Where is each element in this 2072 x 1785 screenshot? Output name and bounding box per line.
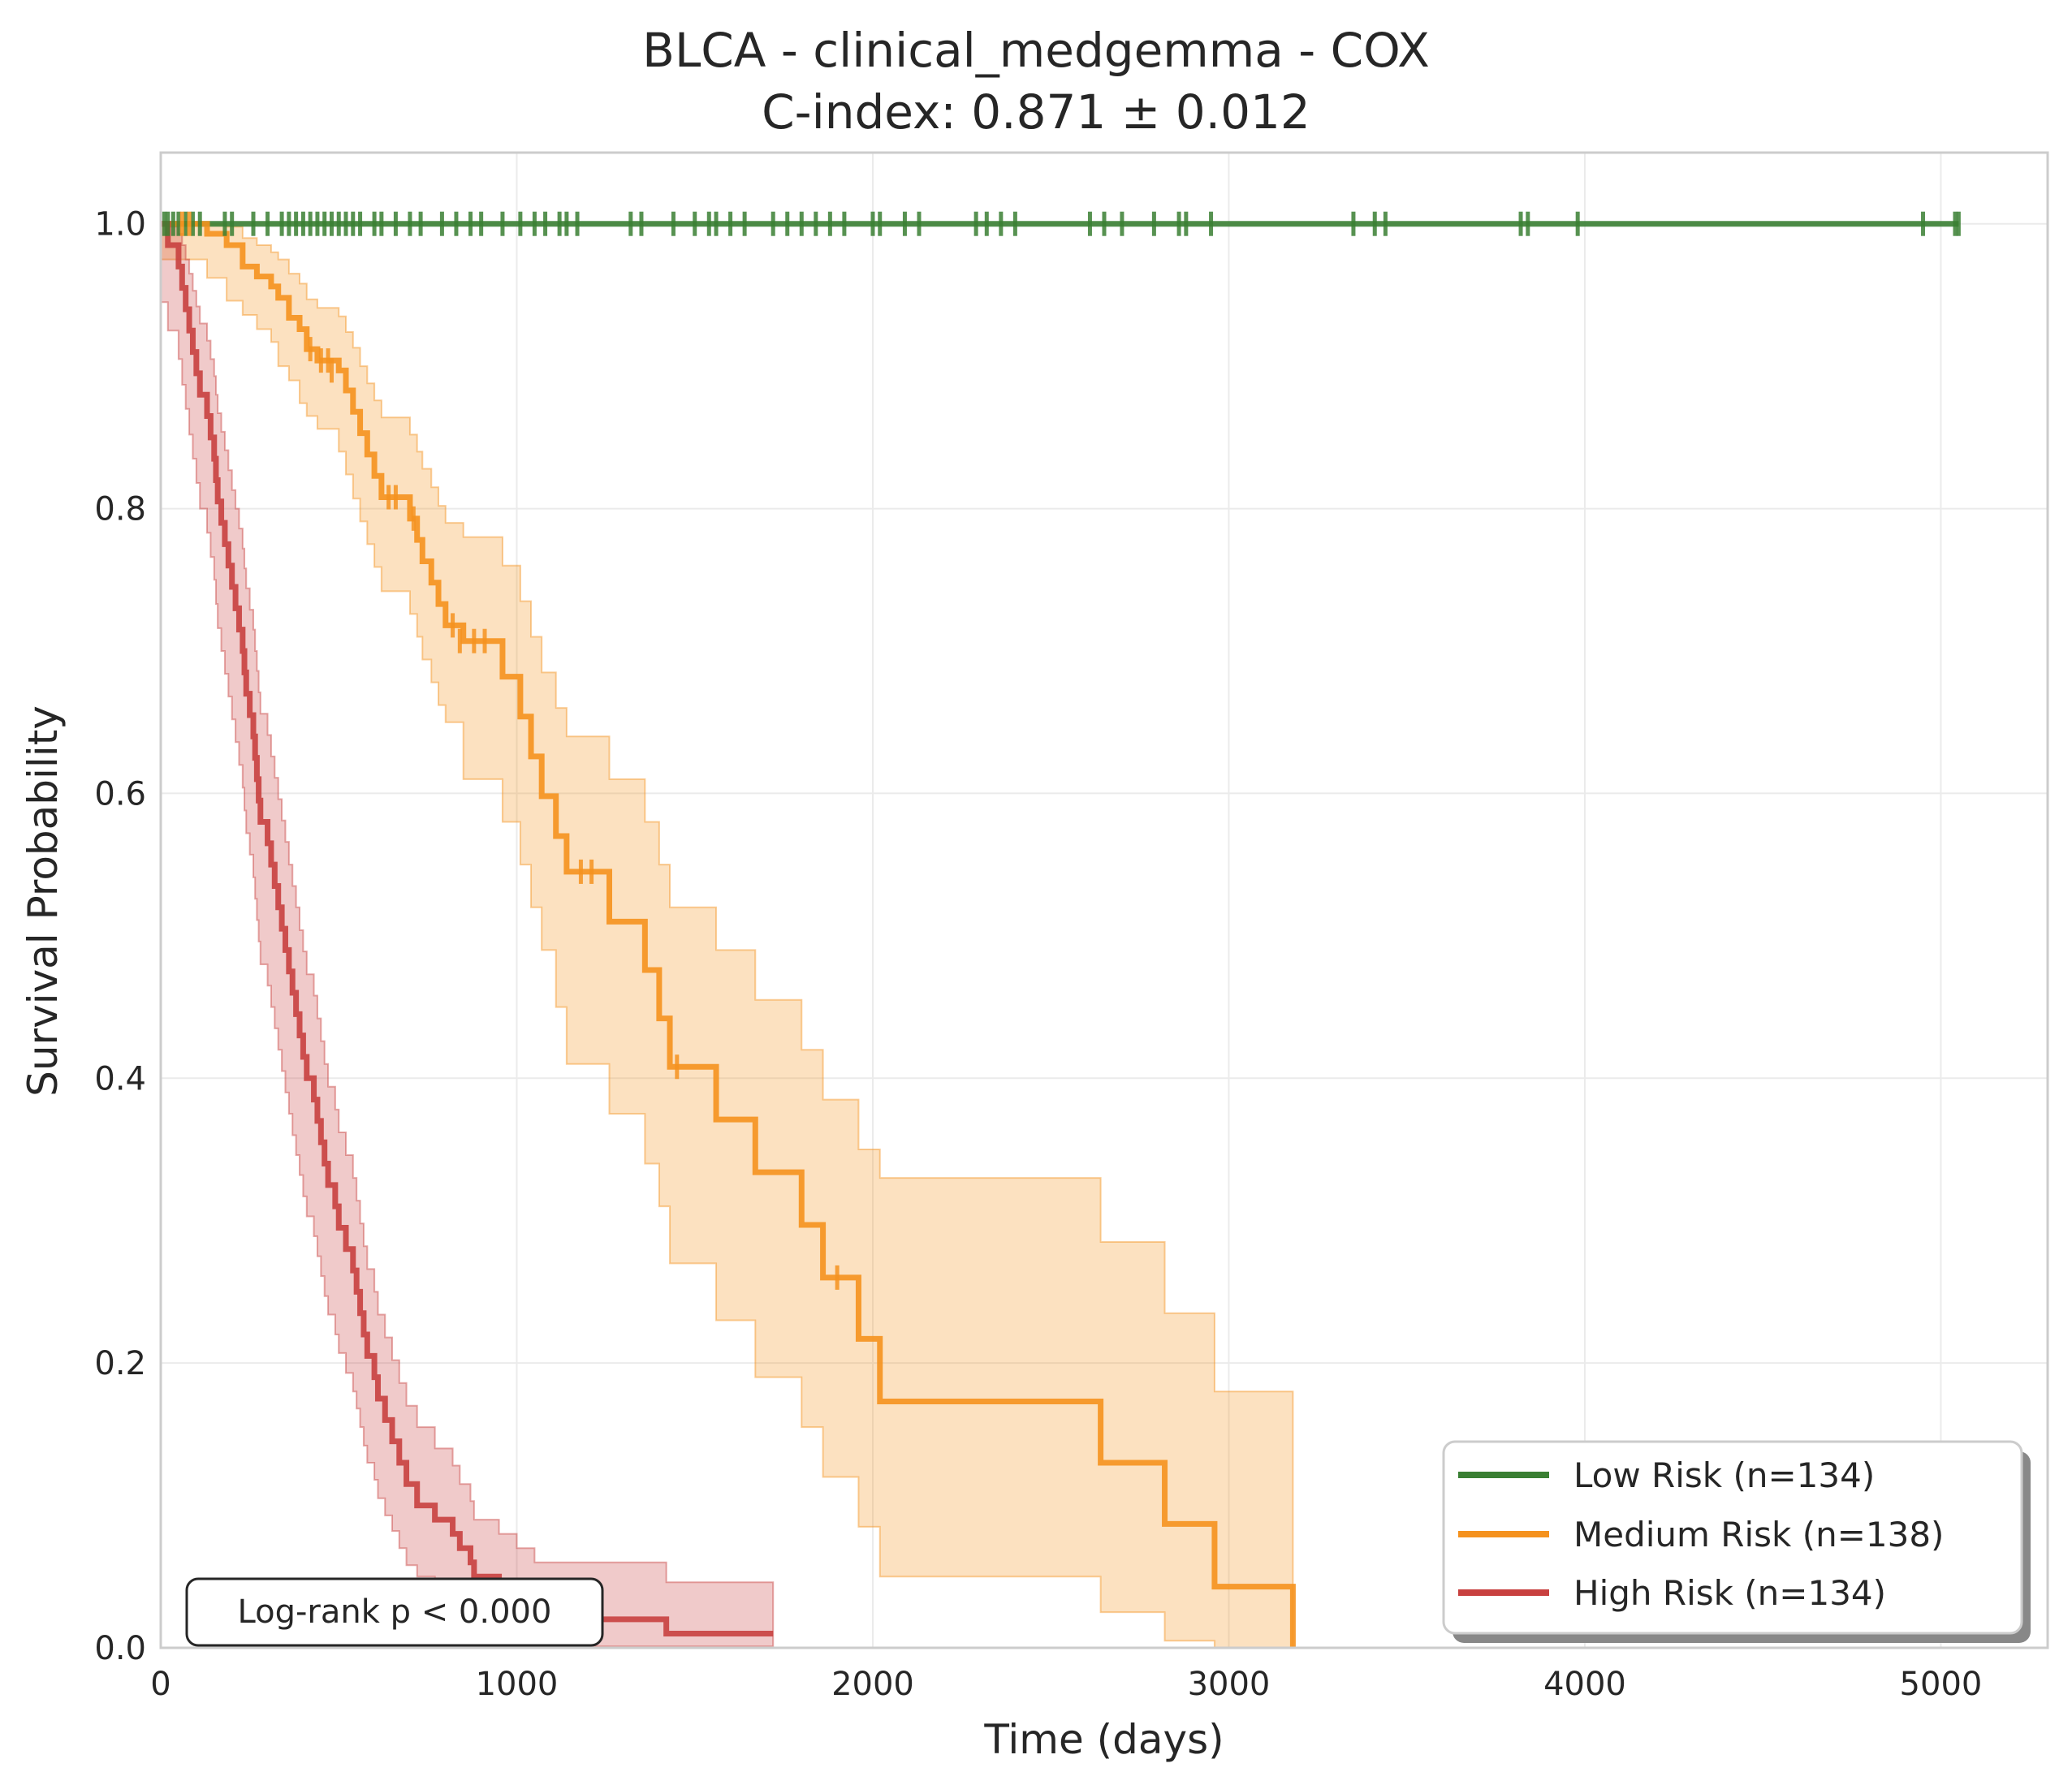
chart-title: BLCA - clinical_medgemma - COX: [642, 23, 1430, 78]
survival-line-1: [161, 221, 1296, 1648]
y-tick-label: 0.8: [94, 491, 146, 528]
annotation-box: [185, 1577, 604, 1647]
y-tick-label: 0.2: [94, 1345, 146, 1382]
y-tick-label: 1.0: [94, 206, 146, 244]
x-tick-label: 5000: [1900, 1666, 1983, 1703]
survival-line-2: [161, 221, 774, 1636]
legend-label-high: High Risk (n=134): [1573, 1573, 1886, 1613]
legend-box: [1442, 1440, 2023, 1635]
y-tick-label: 0.6: [94, 775, 146, 813]
y-axis-ticks: 0.0 0.2 0.4 0.6 0.8 1.0: [94, 206, 146, 1667]
censor-marks: [162, 211, 1961, 1290]
legend-label-low: Low Risk (n=134): [1573, 1455, 1875, 1495]
y-tick-label: 0.4: [94, 1060, 146, 1097]
x-tick-label: 2000: [831, 1666, 914, 1703]
x-tick-label: 1000: [476, 1666, 559, 1703]
y-tick-label: 0.0: [94, 1630, 146, 1667]
logrank-annotation: Log-rank p < 0.000: [185, 1577, 604, 1647]
plot-frame: [159, 151, 2049, 1649]
x-tick-label: 3000: [1188, 1666, 1271, 1703]
x-axis-label: Time (days): [983, 1716, 1224, 1763]
legend: Low Risk (n=134) Medium Risk (n=138) Hig…: [1442, 1440, 2031, 1643]
annotation-text: Log-rank p < 0.000: [238, 1593, 552, 1631]
chart-subtitle: C-index: 0.871 ± 0.012: [762, 84, 1310, 140]
survival-curves: [161, 221, 1959, 1648]
legend-label-medium: Medium Risk (n=138): [1573, 1515, 1944, 1554]
y-axis-label: Survival Probability: [19, 705, 67, 1097]
x-tick-label: 0: [150, 1666, 171, 1703]
x-tick-label: 4000: [1543, 1666, 1626, 1703]
x-axis-ticks: 0 1000 2000 3000 4000 5000: [150, 1666, 1982, 1703]
plot-area: [161, 153, 2048, 1648]
